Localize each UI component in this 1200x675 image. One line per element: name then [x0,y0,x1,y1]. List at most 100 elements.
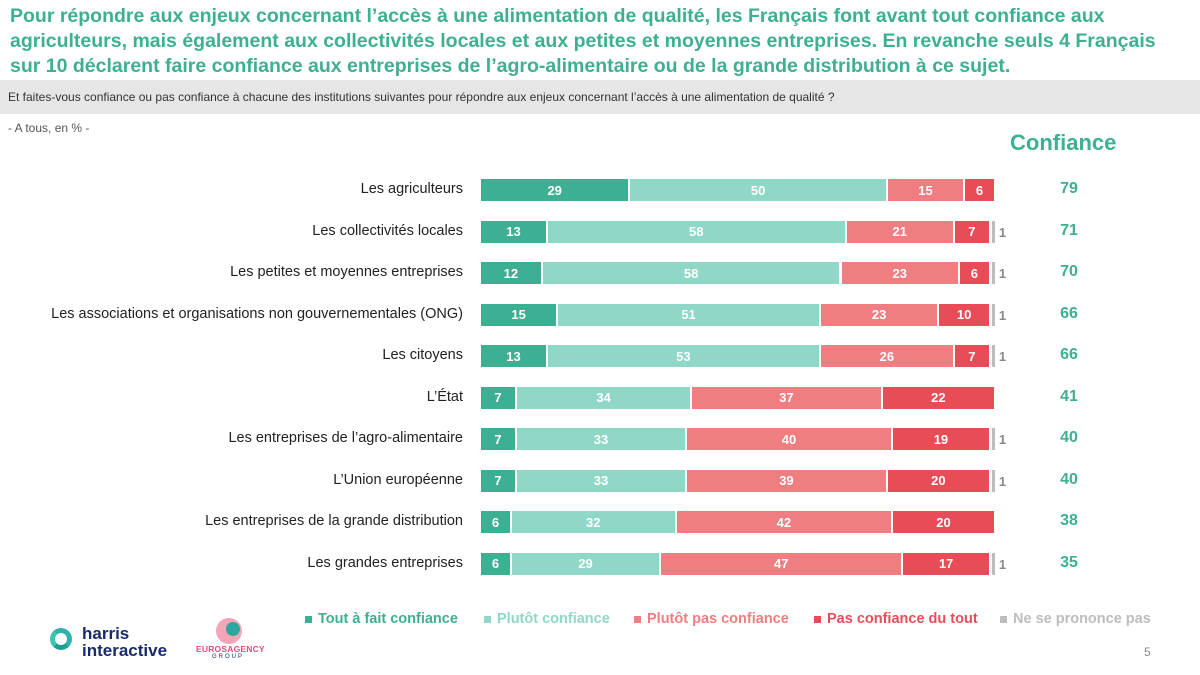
confiance-total: 70 [1060,263,1078,280]
bar-segment: 21 [846,220,955,243]
bar-segment: 7 [481,428,518,450]
legend-swatch [1000,615,1007,623]
nsp-value-label: 1 [998,266,1007,281]
category-label: Les entreprises de la grande distributio… [205,513,463,529]
bar-segment-nsp [991,469,995,492]
euros-logo-text: EUROSAGENCY [196,644,265,654]
category-label: Les entreprises de l’agro-alimentaire [228,430,463,446]
nsp-value-label: 1 [998,307,1007,323]
confiance-total: 66 [1060,346,1078,363]
bar-segment: 26 [820,345,955,367]
bar-segment-nsp [991,220,995,243]
bar-segment: 7 [954,345,991,367]
category-label: Les associations et organisations non go… [51,305,463,322]
confiance-total: 40 [1060,470,1078,488]
confiance-total: 40 [1060,429,1078,446]
eurosagency-logo: EUROSAGENCY GROUP [196,618,266,668]
legend-label: Pas confiance du tout [827,611,978,627]
bar-segment: 22 [882,386,996,409]
bar-segment: 23 [841,262,960,284]
legend-item: Plutôt pas confiance [634,611,789,627]
confiance-total: 38 [1060,512,1078,529]
question-text: Et faites-vous confiance ou pas confianc… [8,90,835,104]
chart-legend: Tout à fait confiance Plutôt confiance Plu… [0,611,1200,631]
legend-label: Plutôt pas confiance [647,611,789,627]
confiance-total: 79 [1060,180,1078,197]
legend-item: Plutôt confiance [484,611,610,627]
bar-segment: 58 [542,262,842,284]
bar-segment-nsp [991,303,995,326]
bar-segment: 58 [547,220,847,243]
category-label: L’État [426,388,463,405]
confiance-total: 35 [1060,553,1078,571]
bar-segment: 42 [676,511,893,533]
legend-label: Plutôt confiance [497,611,610,627]
bar-segment: 37 [692,386,883,409]
legend-swatch [484,615,491,623]
bar-segment: 33 [517,469,687,492]
bar-segment: 7 [481,469,518,492]
legend-swatch [814,615,821,623]
legend-item: Pas confiance du tout [814,611,978,627]
bar-segment: 17 [903,552,991,575]
bar-segment: 51 [558,303,821,326]
bar-segment: 10 [939,303,991,326]
harris-interactive-logo: harris interactive [50,625,190,665]
bar-segment: 29 [481,179,631,201]
legend-swatch [634,615,641,623]
bar-segment-nsp [991,428,995,450]
bar-segment: 53 [547,345,821,367]
bar-segment: 20 [887,469,991,492]
bar-segment: 6 [481,552,512,575]
bar-segment: 19 [893,428,991,450]
bar-segment: 12 [481,262,543,284]
harris-logo-line1: harris [82,624,130,643]
bar-segment: 15 [887,179,966,201]
nsp-value-label: 1 [998,556,1007,572]
bar-segment: 6 [481,511,512,533]
nsp-value-label: 1 [998,473,1007,489]
bar-segment: 34 [517,386,693,409]
legend-label: Ne se prononce pas [1013,611,1151,627]
bar-segment: 7 [954,220,991,243]
legend-label: Tout à fait confiance [318,611,458,627]
bar-segment: 32 [511,511,677,533]
bar-segment: 50 [630,179,888,201]
bar-segment: 29 [511,552,662,575]
nsp-value-label: 1 [998,224,1007,240]
bar-segment: 47 [661,552,904,575]
category-label: L’Union européenne [333,471,463,488]
confiance-total: 71 [1060,221,1078,239]
category-label: Les agriculteurs [360,181,463,197]
harris-logo-line2: interactive [82,641,168,660]
category-label: Les petites et moyennes entreprises [230,264,463,280]
bar-segment: 13 [481,345,548,367]
bar-segment: 39 [687,469,888,492]
confiance-header: Confiance [1010,130,1117,155]
base-text: - A tous, en % - [8,121,90,135]
legend-swatch [305,615,312,623]
category-label: Les collectivités locales [312,222,463,239]
nsp-value-label: 1 [998,432,1007,447]
bar-segment: 33 [517,428,687,450]
confiance-total: 41 [1060,387,1078,405]
euros-logo-sub: GROUP [212,654,245,660]
nsp-value-label: 1 [998,349,1007,364]
question-band [0,80,1200,114]
category-label: Les citoyens [382,347,463,363]
bar-segment: 23 [820,303,940,326]
bar-segment-nsp [991,345,995,367]
bar-segment: 20 [893,511,996,533]
harris-ring-icon [50,628,72,650]
category-label: Les grandes entreprises [307,554,463,571]
bar-segment: 15 [481,303,559,326]
bar-segment-nsp [991,552,995,575]
bar-segment: 13 [481,220,548,243]
bar-segment: 6 [959,262,991,284]
bar-segment-nsp [991,262,995,284]
bar-segment: 6 [965,179,996,201]
page-number: 5 [1144,645,1151,659]
legend-item: Tout à fait confiance [305,611,458,627]
legend-item: Ne se prononce pas [1000,611,1151,627]
bar-segment: 7 [481,386,518,409]
